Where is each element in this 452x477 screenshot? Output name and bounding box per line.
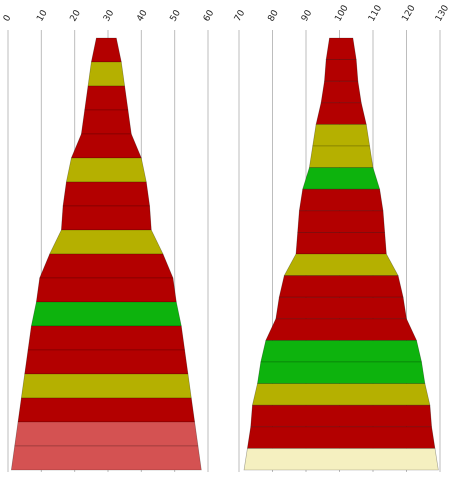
- funnel-segment: [247, 426, 436, 449]
- funnel-segment: [61, 205, 152, 231]
- funnel-segment: [283, 253, 399, 276]
- funnel-segment: [295, 232, 387, 255]
- funnel-panel-2: 70 80 90 100 110 120 130: [233, 3, 451, 472]
- funnel-segment: [250, 404, 432, 428]
- funnel-segment: [315, 102, 367, 125]
- tick-label: 30: [102, 8, 117, 23]
- tick-label: 20: [69, 8, 84, 23]
- funnel-segment: [39, 253, 174, 279]
- tick-label: 90: [300, 8, 315, 23]
- funnel-segment: [312, 124, 371, 147]
- funnel-segment: [265, 318, 418, 341]
- funnel-segment: [24, 349, 189, 375]
- funnel-segment: [257, 361, 426, 384]
- tick-label: 110: [367, 3, 384, 23]
- funnel-segment: [65, 157, 147, 183]
- tick-label: 130: [434, 3, 451, 23]
- funnel-segment: [84, 85, 129, 111]
- funnel-segment: [90, 37, 122, 63]
- funnel-segment: [252, 383, 431, 406]
- funnel-segment: [27, 325, 186, 351]
- funnel-segment: [80, 109, 132, 135]
- tick-label: 70: [233, 8, 248, 23]
- funnel-segment: [70, 133, 142, 159]
- funnel-segment: [30, 301, 182, 327]
- funnel-segment: [297, 210, 386, 233]
- funnel-segment: [49, 229, 164, 255]
- funnel-panel-1: 0 10 20 30 40 50 60: [2, 8, 217, 472]
- funnel-segment: [260, 340, 422, 363]
- funnel-segment: [243, 448, 439, 471]
- tick-label: 120: [400, 3, 417, 23]
- funnel-segment: [35, 277, 177, 303]
- tick-label: 80: [266, 8, 281, 23]
- funnel-segment: [10, 445, 202, 471]
- tick-label: 60: [202, 8, 217, 23]
- funnel-segment: [14, 421, 199, 447]
- tick-label: 100: [333, 3, 350, 23]
- tick-label: 0: [2, 13, 14, 23]
- funnel-segment: [325, 37, 357, 60]
- funnel-segment: [302, 167, 381, 190]
- tick-label: 50: [169, 8, 184, 23]
- funnel-segment: [298, 188, 384, 212]
- funnel-segment: [324, 59, 359, 82]
- funnel-segment: [87, 61, 126, 87]
- funnel-segment: [275, 296, 407, 320]
- funnel-segment: [17, 397, 196, 423]
- tick-label: 10: [35, 8, 50, 23]
- funnel-segment: [278, 275, 404, 298]
- tick-label: 40: [135, 8, 150, 23]
- funnel-segment: [320, 80, 362, 104]
- funnel-segment: [62, 181, 151, 207]
- funnel-segment: [20, 373, 192, 399]
- funnel-segment: [308, 145, 374, 168]
